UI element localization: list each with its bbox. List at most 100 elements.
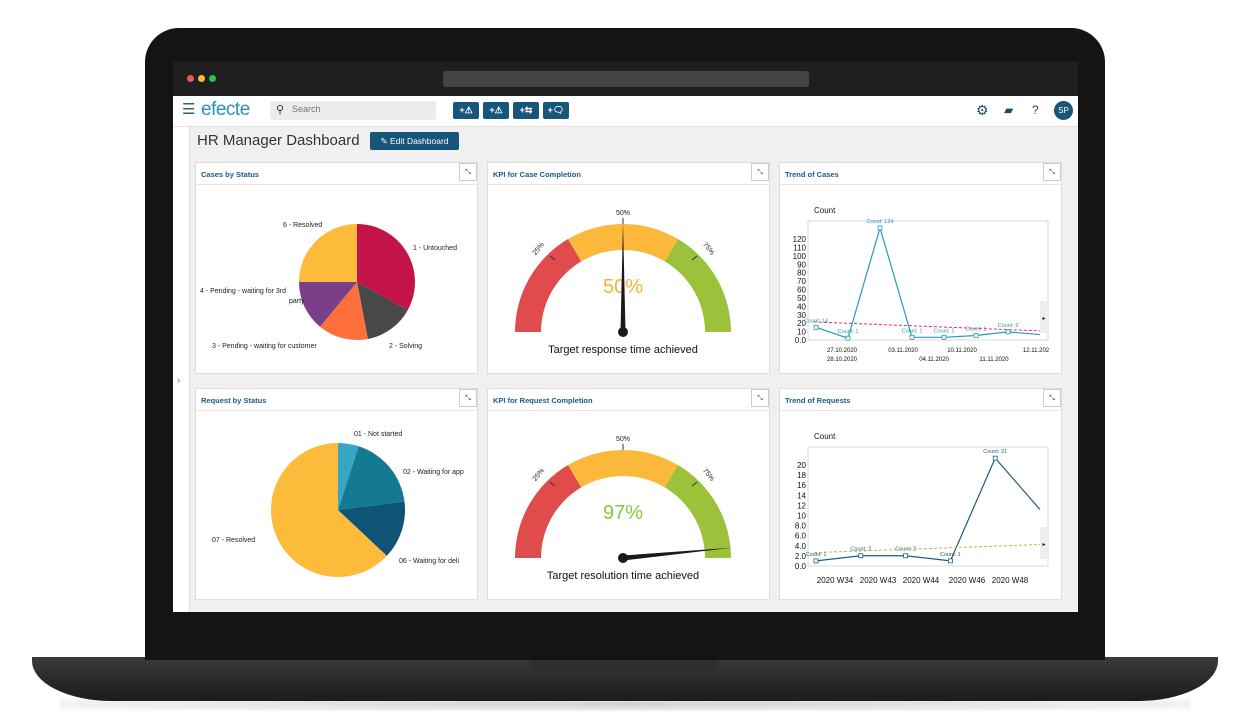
chevron-right-icon[interactable]: › [177, 375, 181, 386]
maximize-dot-icon[interactable] [209, 75, 216, 82]
gauge-band [515, 239, 582, 332]
x-tick-label: 04.11.2020 [919, 357, 949, 363]
pie-slice [357, 282, 408, 339]
panel-cases-by-status: Cases by Status ⤡ 1 - Untouched 2 - Solvi… [195, 162, 478, 374]
avatar[interactable]: SP [1054, 101, 1073, 120]
panel-divider [196, 410, 477, 411]
new-change-button[interactable]: +⇆ [513, 102, 539, 119]
series-line [815, 457, 1041, 562]
panel-title: KPI for Request Completion [493, 396, 593, 405]
pie-label: 2 - Solving [389, 343, 422, 350]
address-bar[interactable] [443, 71, 809, 87]
point-label: Count: 1 [902, 328, 923, 334]
y-tick-label: 30 [797, 311, 806, 320]
x-tick-label: 27.10.2020 [827, 348, 858, 354]
x-tick-label: 2020 W44 [903, 576, 940, 585]
y-tick-label: 10 [797, 512, 806, 521]
series-point [858, 553, 864, 559]
plot-area [807, 446, 1049, 567]
new-incident-button[interactable]: +⚠ [453, 102, 479, 119]
request-kpi-gauge: 50% 25% 75% 97% Target resolution time achie… [515, 436, 733, 582]
point-label: Count: 2 [850, 547, 871, 553]
y-tick-label: 8.0 [795, 522, 807, 531]
pie-slice [338, 446, 405, 510]
y-tick-label: 70 [797, 277, 806, 286]
hamburger-menu-icon[interactable]: ☰ [182, 101, 196, 118]
expand-icon[interactable]: ⤡ [459, 163, 477, 181]
panel-trend-requests: Trend of Requests ⤡ Count 20 18 16 14 12 10 8.0… [779, 388, 1062, 600]
point-label: Count: 124 [867, 219, 894, 225]
pie-label: 02 - Waiting for app [403, 469, 464, 476]
gauge-needle [622, 547, 733, 561]
settings-gear-icon[interactable]: ⚙ [976, 102, 989, 118]
gauge-tick-label: 50% [616, 210, 630, 217]
y-tick-label: 12 [797, 501, 806, 510]
minimize-dot-icon[interactable] [198, 75, 205, 82]
pie-slice [338, 501, 405, 556]
y-tick-label: 14 [797, 491, 806, 500]
pie-label: 6 - Resolved [283, 222, 322, 229]
expand-icon[interactable]: ⤡ [751, 389, 769, 407]
y-tick-label: 4.0 [795, 542, 807, 551]
series-point [973, 333, 979, 338]
panel-title: Request by Status [201, 396, 267, 405]
gauge-band [568, 450, 678, 488]
edit-dashboard-button[interactable]: ✎ Edit Dashboard [370, 132, 459, 150]
x-tick-label: 12.11.202 [1023, 348, 1050, 354]
gauge-tick-label: 50% [616, 436, 630, 443]
help-icon[interactable]: ? [1032, 103, 1039, 117]
pie-slice [271, 443, 387, 577]
expand-icon[interactable]: ⤡ [1043, 163, 1061, 181]
panel-kpi-request: KPI for Request Completion ⤡ 50% 25% 75% 97… [487, 388, 770, 600]
y-axis-title: Count [814, 206, 836, 215]
x-tick-label: 2020 W34 [817, 576, 854, 585]
pie-label: 3 - Pending - waiting for customer [212, 343, 317, 350]
y-tick-label: 0.0 [795, 562, 807, 571]
expand-icon[interactable]: ⤡ [459, 389, 477, 407]
gauge-caption: Target resolution time achieved [547, 570, 699, 582]
y-tick-label: 2.0 [795, 552, 807, 561]
y-tick-label: 80 [797, 269, 806, 278]
point-label: Count: 1 [966, 326, 987, 332]
legend-scroller [1040, 301, 1048, 333]
search-input[interactable] [292, 104, 430, 114]
trend-line [813, 543, 1043, 554]
gauge-band [664, 465, 731, 558]
gauge-tick [691, 481, 698, 487]
edit-dashboard-label: Edit Dashboard [389, 136, 449, 146]
panel-divider [488, 410, 769, 411]
y-tick-label: 20 [797, 319, 806, 328]
point-label: Count: 1 [838, 329, 859, 335]
series-point [992, 455, 998, 461]
series-line [815, 225, 1041, 339]
x-tick-label: 03.11.2020 [888, 348, 918, 354]
series-point [877, 225, 883, 231]
pie-slice [320, 282, 368, 340]
series-point [813, 324, 819, 330]
point-label: Count: 1 [940, 552, 961, 558]
requests-pie-chart: 01 - Not started 02 - Waiting for app 06 -… [212, 431, 464, 577]
y-tick-label: 0.0 [795, 336, 807, 345]
point-label: Count: 1 [934, 328, 955, 334]
x-tick-label: 2020 W48 [992, 576, 1029, 585]
gauge-hub [618, 553, 628, 563]
pie-slice [299, 282, 357, 327]
new-request-button[interactable]: +🗨 [543, 102, 569, 119]
panel-divider [196, 184, 477, 185]
left-sidebar: › [173, 127, 190, 612]
panel-title: KPI for Case Completion [493, 170, 581, 179]
expand-icon[interactable]: ⤡ [751, 163, 769, 181]
folder-icon[interactable]: ▰ [1004, 103, 1014, 117]
trend-line [813, 321, 1043, 332]
series-point [947, 558, 953, 564]
close-dot-icon[interactable] [187, 75, 194, 82]
plot-area [807, 220, 1049, 341]
panel-kpi-case: KPI for Case Completion ⤡ 50%25%75%50%Ta… [487, 162, 770, 374]
expand-icon[interactable]: ⤡ [1043, 389, 1061, 407]
gauge-band [515, 465, 582, 558]
point-label: Count: 1 [806, 552, 827, 558]
gauge-tick [549, 481, 556, 487]
pie-label: 1 - Untouched [413, 245, 457, 252]
new-problem-button[interactable]: +⚠ [483, 102, 509, 119]
